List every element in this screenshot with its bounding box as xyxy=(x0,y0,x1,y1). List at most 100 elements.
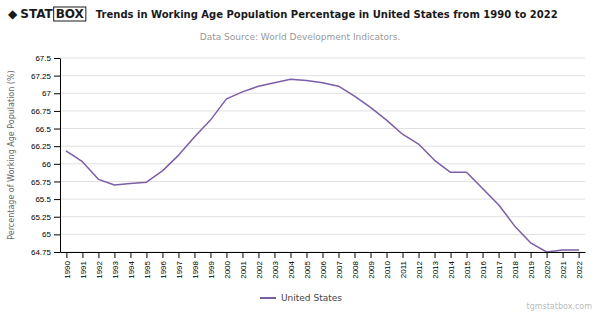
title: Trends in Working Age Population Percent… xyxy=(96,9,558,20)
x-tick-mark xyxy=(435,252,436,258)
x-tick: 1999 xyxy=(207,252,216,279)
grid-line xyxy=(60,199,585,200)
x-tick-label: 2020 xyxy=(543,260,552,278)
x-tick-mark xyxy=(451,252,452,258)
x-tick-label: 1996 xyxy=(159,260,168,278)
x-tick-label: 2022 xyxy=(575,260,584,278)
x-tick-label: 1990 xyxy=(63,260,72,278)
x-tick-label: 2019 xyxy=(527,260,536,278)
x-tick: 2014 xyxy=(447,252,456,279)
x-tick: 2015 xyxy=(463,252,472,279)
x-tick-label: 1991 xyxy=(79,260,88,278)
y-tick-label: 66.75 xyxy=(31,107,52,116)
x-tick-mark xyxy=(130,252,131,258)
x-tick-mark xyxy=(258,252,259,258)
x-tick-mark xyxy=(547,252,548,258)
x-tick-mark xyxy=(467,252,468,258)
x-tick-label: 2012 xyxy=(415,260,424,278)
y-axis-title: Percentage of Working Age Population (%) xyxy=(7,70,16,239)
y-tick: 65.75 xyxy=(31,178,60,187)
legend: United States xyxy=(260,293,342,303)
x-tick-label: 2006 xyxy=(319,260,328,278)
grid-line xyxy=(60,163,585,164)
x-tick: 2006 xyxy=(319,252,328,279)
grid-line xyxy=(60,181,585,182)
x-tick: 2021 xyxy=(559,252,568,279)
legend-label: United States xyxy=(281,293,342,303)
x-tick-mark xyxy=(114,252,115,258)
x-tick-label: 2005 xyxy=(303,260,312,278)
x-tick-mark xyxy=(290,252,291,258)
y-tick-mark xyxy=(54,111,60,112)
x-tick-mark xyxy=(355,252,356,258)
y-tick-label: 66.25 xyxy=(31,142,52,151)
x-tick: 1993 xyxy=(111,252,120,279)
x-tick: 1995 xyxy=(143,252,152,279)
y-tick-mark xyxy=(54,129,60,130)
x-tick-mark xyxy=(387,252,388,258)
x-tick: 2004 xyxy=(287,252,296,279)
x-tick-mark xyxy=(66,252,67,258)
x-tick-mark xyxy=(242,252,243,258)
y-tick-mark xyxy=(54,164,60,165)
x-tick-mark xyxy=(98,252,99,258)
x-tick-mark xyxy=(579,252,580,258)
y-tick-label: 67.25 xyxy=(31,72,52,81)
x-tick-mark xyxy=(194,252,195,258)
x-tick-label: 2003 xyxy=(271,260,280,278)
grid-line xyxy=(60,75,585,76)
x-tick: 2019 xyxy=(527,252,536,279)
logo-box xyxy=(54,7,86,21)
x-tick-mark xyxy=(515,252,516,258)
x-tick: 2011 xyxy=(399,252,408,278)
x-tick-label: 2007 xyxy=(335,260,344,278)
x-tick-label: 2013 xyxy=(431,260,440,278)
x-tick-mark xyxy=(274,252,275,258)
y-tick-label: 64.75 xyxy=(31,248,52,257)
x-tick: 2018 xyxy=(511,252,520,279)
x-tick-mark xyxy=(339,252,340,258)
x-tick: 1998 xyxy=(191,252,200,279)
series-group xyxy=(66,79,578,252)
x-tick: 2008 xyxy=(351,252,360,279)
y-tick-label: 67.5 xyxy=(35,54,51,63)
x-tick-mark xyxy=(178,252,179,258)
y-tick: 66.75 xyxy=(31,107,60,116)
x-tick: 2003 xyxy=(271,252,280,279)
x-tick: 1992 xyxy=(95,252,104,279)
x-axis: 1990199119921993199419951996199719981999… xyxy=(61,252,586,279)
x-tick: 2012 xyxy=(415,252,424,279)
y-tick-mark xyxy=(54,234,60,235)
y-tick: 65.25 xyxy=(31,213,60,222)
x-tick-mark xyxy=(82,252,83,258)
y-tick: 65.5 xyxy=(35,195,60,204)
y-tick-label: 65.25 xyxy=(31,213,52,222)
x-tick: 1994 xyxy=(127,252,136,279)
grid-line xyxy=(60,216,585,217)
x-tick: 2022 xyxy=(575,252,584,279)
plot: 64.756565.2565.565.756666.2566.566.75676… xyxy=(31,54,586,279)
grid-line xyxy=(60,110,585,111)
x-tick-label: 2018 xyxy=(511,260,520,278)
subtitle: Data Source: World Development Indicator… xyxy=(200,32,401,42)
x-tick-label: 2011 xyxy=(399,260,408,278)
x-tick: 2017 xyxy=(495,252,504,279)
x-tick-mark xyxy=(226,252,227,258)
x-tick-label: 1995 xyxy=(143,260,152,278)
y-tick-label: 66 xyxy=(42,160,51,169)
x-tick-mark xyxy=(419,252,420,258)
line xyxy=(66,79,578,252)
x-tick-label: 2016 xyxy=(479,260,488,278)
y-tick-label: 65.5 xyxy=(35,195,51,204)
y-tick-mark xyxy=(54,181,60,182)
logo-text: STAT xyxy=(20,7,53,21)
logo-text: ◆ xyxy=(8,7,18,21)
y-tick-mark xyxy=(54,93,60,94)
y-tick-mark xyxy=(54,146,60,147)
x-tick-mark xyxy=(162,252,163,258)
grid xyxy=(60,58,585,252)
x-tick-mark xyxy=(306,252,307,258)
x-tick-label: 2009 xyxy=(367,260,376,278)
y-axis-line xyxy=(60,59,61,253)
y-tick: 66 xyxy=(42,160,60,169)
